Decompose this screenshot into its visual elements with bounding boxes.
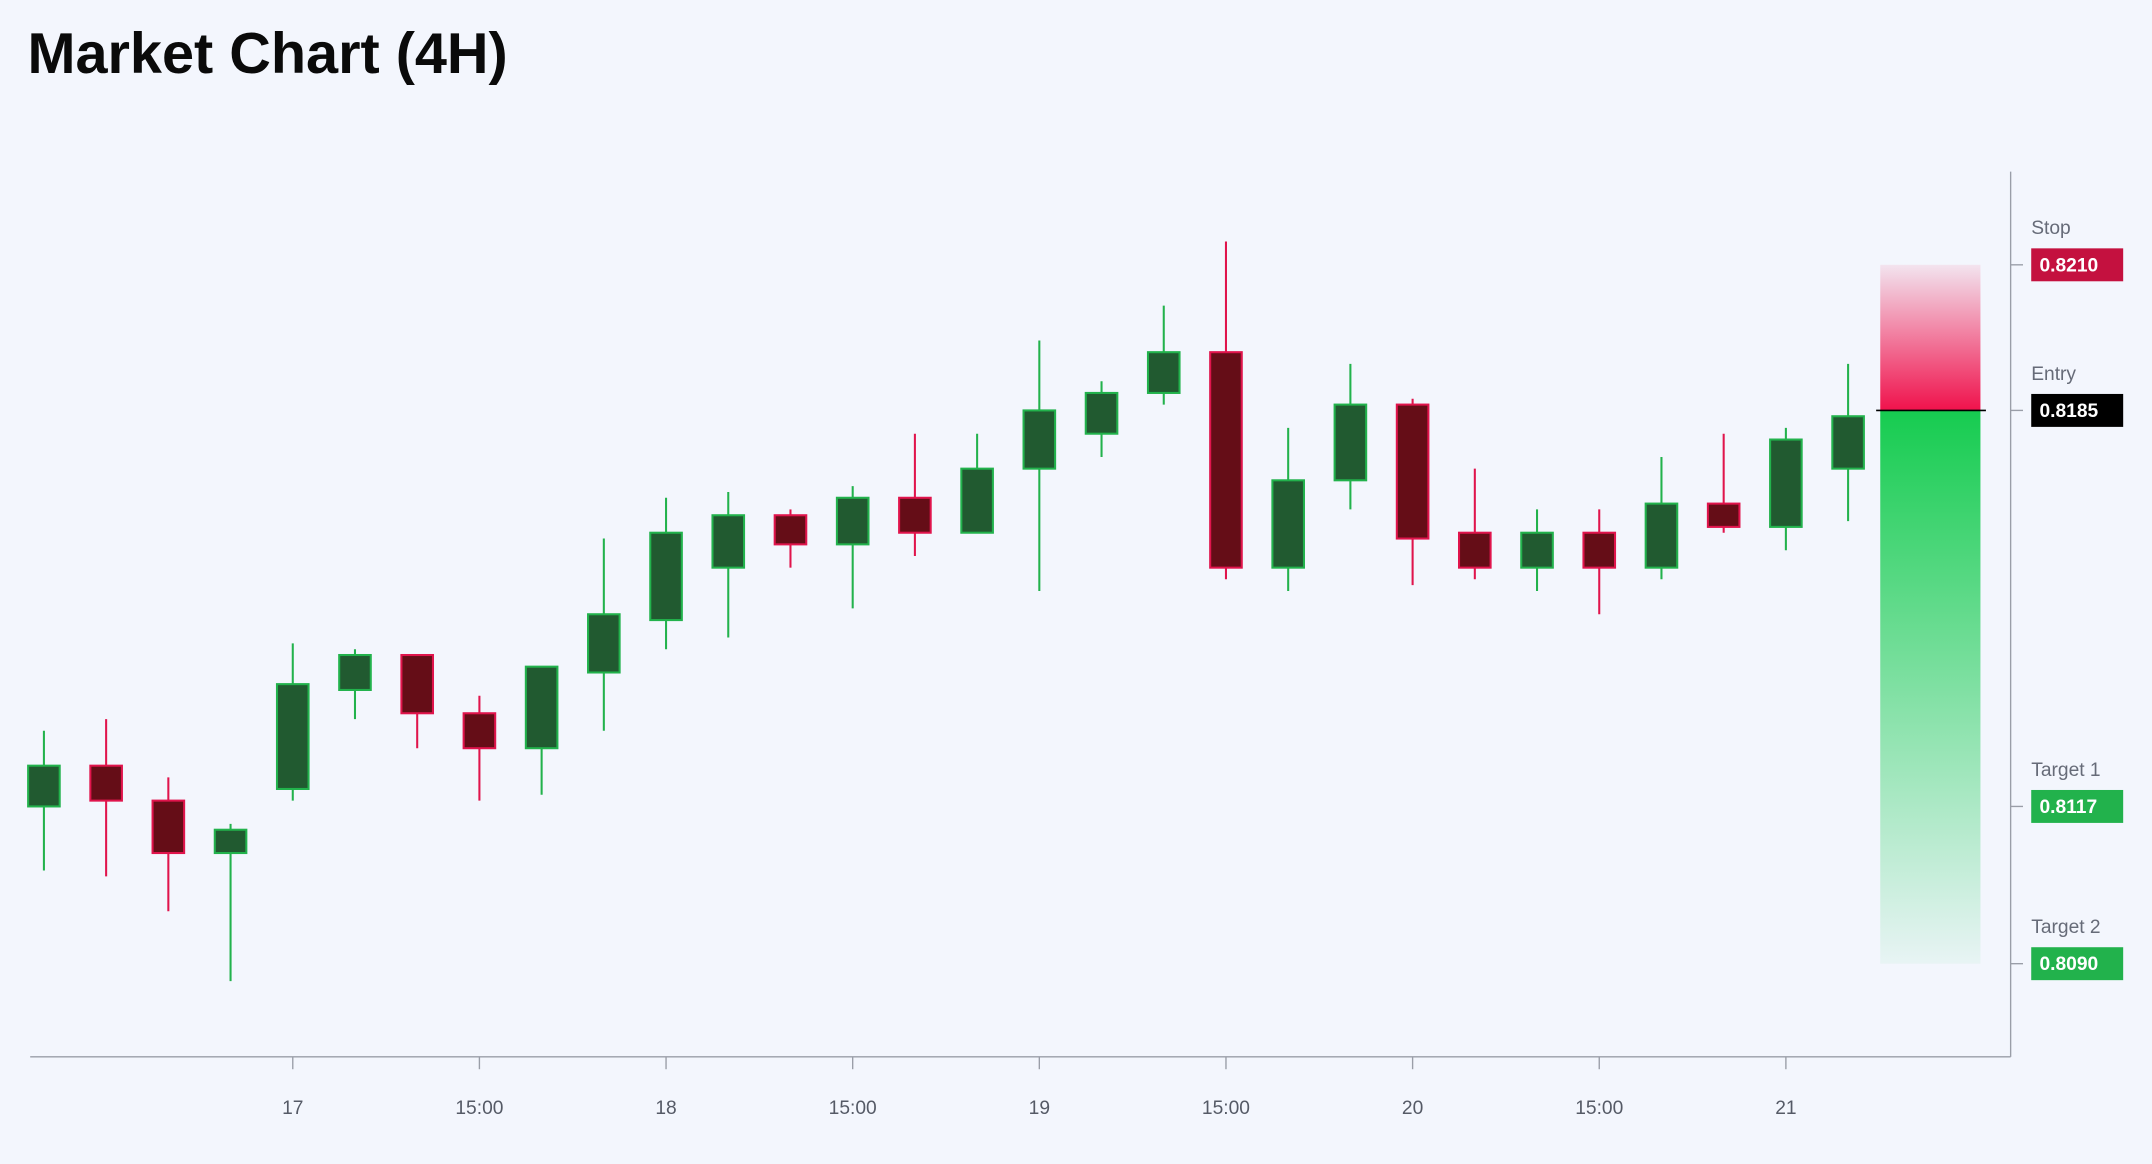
candle-body [1831, 415, 1865, 470]
candle-body [587, 613, 621, 674]
candle-body [773, 514, 808, 546]
candle-body [1582, 531, 1617, 569]
candle-body [1520, 531, 1554, 569]
risk-zone [1880, 264, 1981, 411]
candle-body [151, 799, 186, 855]
x-tick-label: 15:00 [455, 1098, 503, 1119]
level-value-label: 0.8185 [2039, 401, 2098, 422]
reward-zone [1880, 410, 1981, 964]
candle-body [462, 712, 497, 750]
candle-body [835, 496, 870, 546]
x-tick-label: 17 [282, 1098, 303, 1119]
candle-body [1209, 351, 1243, 569]
candle-body [960, 467, 994, 534]
level-badge [2031, 248, 2124, 282]
x-tick-label: 18 [655, 1098, 676, 1119]
candle-body [1271, 479, 1305, 569]
candle-body [649, 531, 683, 622]
x-tick-label: 19 [1029, 1098, 1050, 1119]
level-badge [2031, 393, 2124, 427]
candle-body [1022, 409, 1057, 470]
chart-title: Market Chart (4H) [27, 22, 507, 86]
x-tick-label: 21 [1775, 1098, 1796, 1119]
level-badge [2031, 789, 2124, 823]
level-name: Target 1 [2031, 760, 2100, 781]
candle-body [213, 828, 248, 855]
candle-body [1395, 403, 1430, 540]
level-name: Target 2 [2031, 917, 2100, 938]
candle-body [898, 496, 932, 534]
x-tick-label: 15:00 [1575, 1098, 1623, 1119]
level-name: Stop [2031, 218, 2071, 239]
candle-body [1644, 502, 1679, 569]
candle-body [711, 514, 746, 569]
level-value-label: 0.8117 [2039, 797, 2097, 818]
level-value-label: 0.8090 [2039, 954, 2098, 975]
candle-body [1706, 502, 1741, 528]
candle-body [27, 764, 61, 808]
x-tick-label: 15:00 [1202, 1098, 1250, 1119]
x-tick-label: 20 [1402, 1098, 1423, 1119]
candle-body [1458, 531, 1492, 569]
candle-body [524, 665, 559, 750]
candle-body [400, 653, 435, 715]
candle-body [1333, 403, 1368, 482]
x-tick-label: 15:00 [829, 1098, 877, 1119]
level-name: Entry [2031, 364, 2076, 385]
candle-body [89, 764, 123, 802]
level-value-label: 0.8210 [2039, 255, 2098, 276]
level-badge [2031, 947, 2124, 981]
candle-body [1084, 391, 1119, 435]
candle-body [275, 683, 310, 790]
candle-body [338, 653, 372, 691]
candle-body [1769, 438, 1803, 528]
candle-body [1146, 351, 1181, 394]
